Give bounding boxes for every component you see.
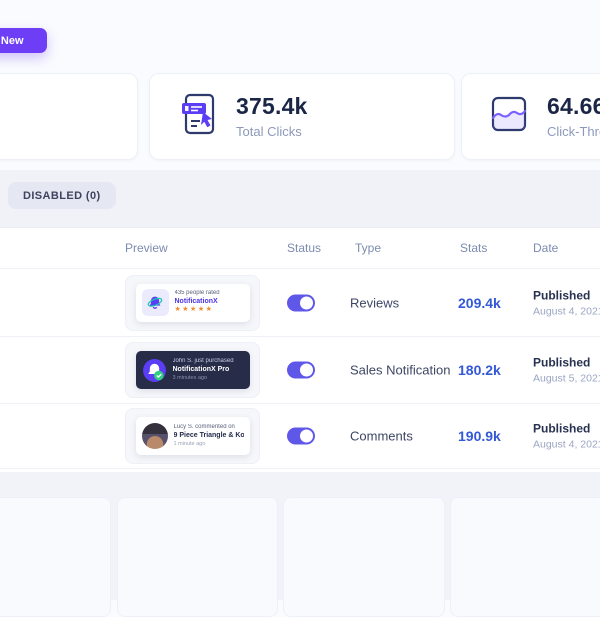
preview-line2: 9 Piece Triangle & Korean Tale. xyxy=(173,431,244,439)
status-toggle[interactable] xyxy=(287,361,315,379)
table-row: Lucy S. commented on 9 Piece Triangle & … xyxy=(0,403,600,469)
faint-card xyxy=(450,497,600,617)
column-header-stats: Stats xyxy=(460,241,488,255)
preview-line3: 3 minutes ago xyxy=(172,374,208,381)
toggle-knob xyxy=(300,429,313,443)
star-rating: ★★★★★ xyxy=(174,306,214,314)
bottom-section xyxy=(0,472,600,617)
notification-preview[interactable]: 435 people rated NotificationX ★★★★★ xyxy=(125,274,260,331)
tab-disabled[interactable]: DISABLED (0) xyxy=(8,182,116,209)
document-click-icon xyxy=(181,93,217,140)
preview-line2: NotificationX Pro xyxy=(172,365,230,373)
stats-cell: 180.2k xyxy=(458,362,501,378)
column-header-date: Date xyxy=(533,241,559,255)
date-cell: Published August 4, 2021 6:00 xyxy=(533,288,600,317)
stat-card-click-through: 64.66% Click-Through Rate xyxy=(461,73,600,160)
stat-card-total-clicks: 375.4k Total Clicks xyxy=(149,73,455,160)
publish-state: Published xyxy=(533,355,591,370)
type-cell: Sales Notification xyxy=(350,362,451,378)
table-row: John S. just purchased NotificationX Pro… xyxy=(0,336,600,403)
publish-date: August 4, 2021 6:00 xyxy=(533,305,600,317)
bell-swoosh-icon xyxy=(141,289,169,316)
notification-preview[interactable]: Lucy S. commented on 9 Piece Triangle & … xyxy=(125,408,260,464)
bell-check-icon xyxy=(142,358,167,383)
stats-cell: 209.4k xyxy=(458,294,501,311)
notifications-table: Preview Status Type Stats Date 435 peopl… xyxy=(0,227,600,472)
status-toggle[interactable] xyxy=(287,427,315,445)
status-toggle[interactable] xyxy=(287,294,315,311)
column-header-status: Status xyxy=(287,241,322,255)
stats-cell: 190.9k xyxy=(458,428,501,444)
table-row: 435 people rated NotificationX ★★★★★ Rev… xyxy=(0,268,600,336)
filter-band: DISABLED (0) xyxy=(0,170,600,227)
date-cell: Published August 5, 2021 5:41 xyxy=(533,356,600,385)
preview-line2: NotificationX xyxy=(174,297,218,305)
faint-card xyxy=(283,497,445,617)
toggle-knob xyxy=(300,363,313,377)
type-cell: Comments xyxy=(350,428,413,444)
preview-line3: 1 minute ago xyxy=(173,440,206,447)
column-header-preview: Preview xyxy=(125,241,168,255)
click-through-label: Click-Through Rate xyxy=(547,124,600,140)
chart-wave-icon xyxy=(490,94,528,139)
publish-state: Published xyxy=(533,288,591,302)
faint-card xyxy=(117,497,278,617)
avatar xyxy=(141,423,168,449)
publish-date: August 5, 2021 5:41 xyxy=(533,372,600,385)
faint-card xyxy=(0,497,111,617)
preview-line1: John S. just purchased xyxy=(172,358,234,365)
preview-line1: 435 people rated xyxy=(174,290,220,296)
add-new-button[interactable]: Add New xyxy=(0,28,47,53)
toggle-knob xyxy=(300,296,313,309)
notification-preview[interactable]: John S. just purchased NotificationX Pro… xyxy=(125,342,260,398)
click-through-value: 64.66% xyxy=(547,92,600,119)
type-cell: Reviews xyxy=(350,295,400,310)
preview-line1: Lucy S. commented on xyxy=(173,424,235,431)
column-header-type: Type xyxy=(355,241,382,255)
date-cell: Published August 4, 2021 6:05 xyxy=(533,422,600,451)
stat-card-cropped xyxy=(0,73,138,160)
total-clicks-value: 375.4k xyxy=(236,92,308,119)
publish-state: Published xyxy=(533,421,591,436)
total-clicks-label: Total Clicks xyxy=(236,124,302,140)
publish-date: August 4, 2021 6:05 xyxy=(533,438,600,451)
